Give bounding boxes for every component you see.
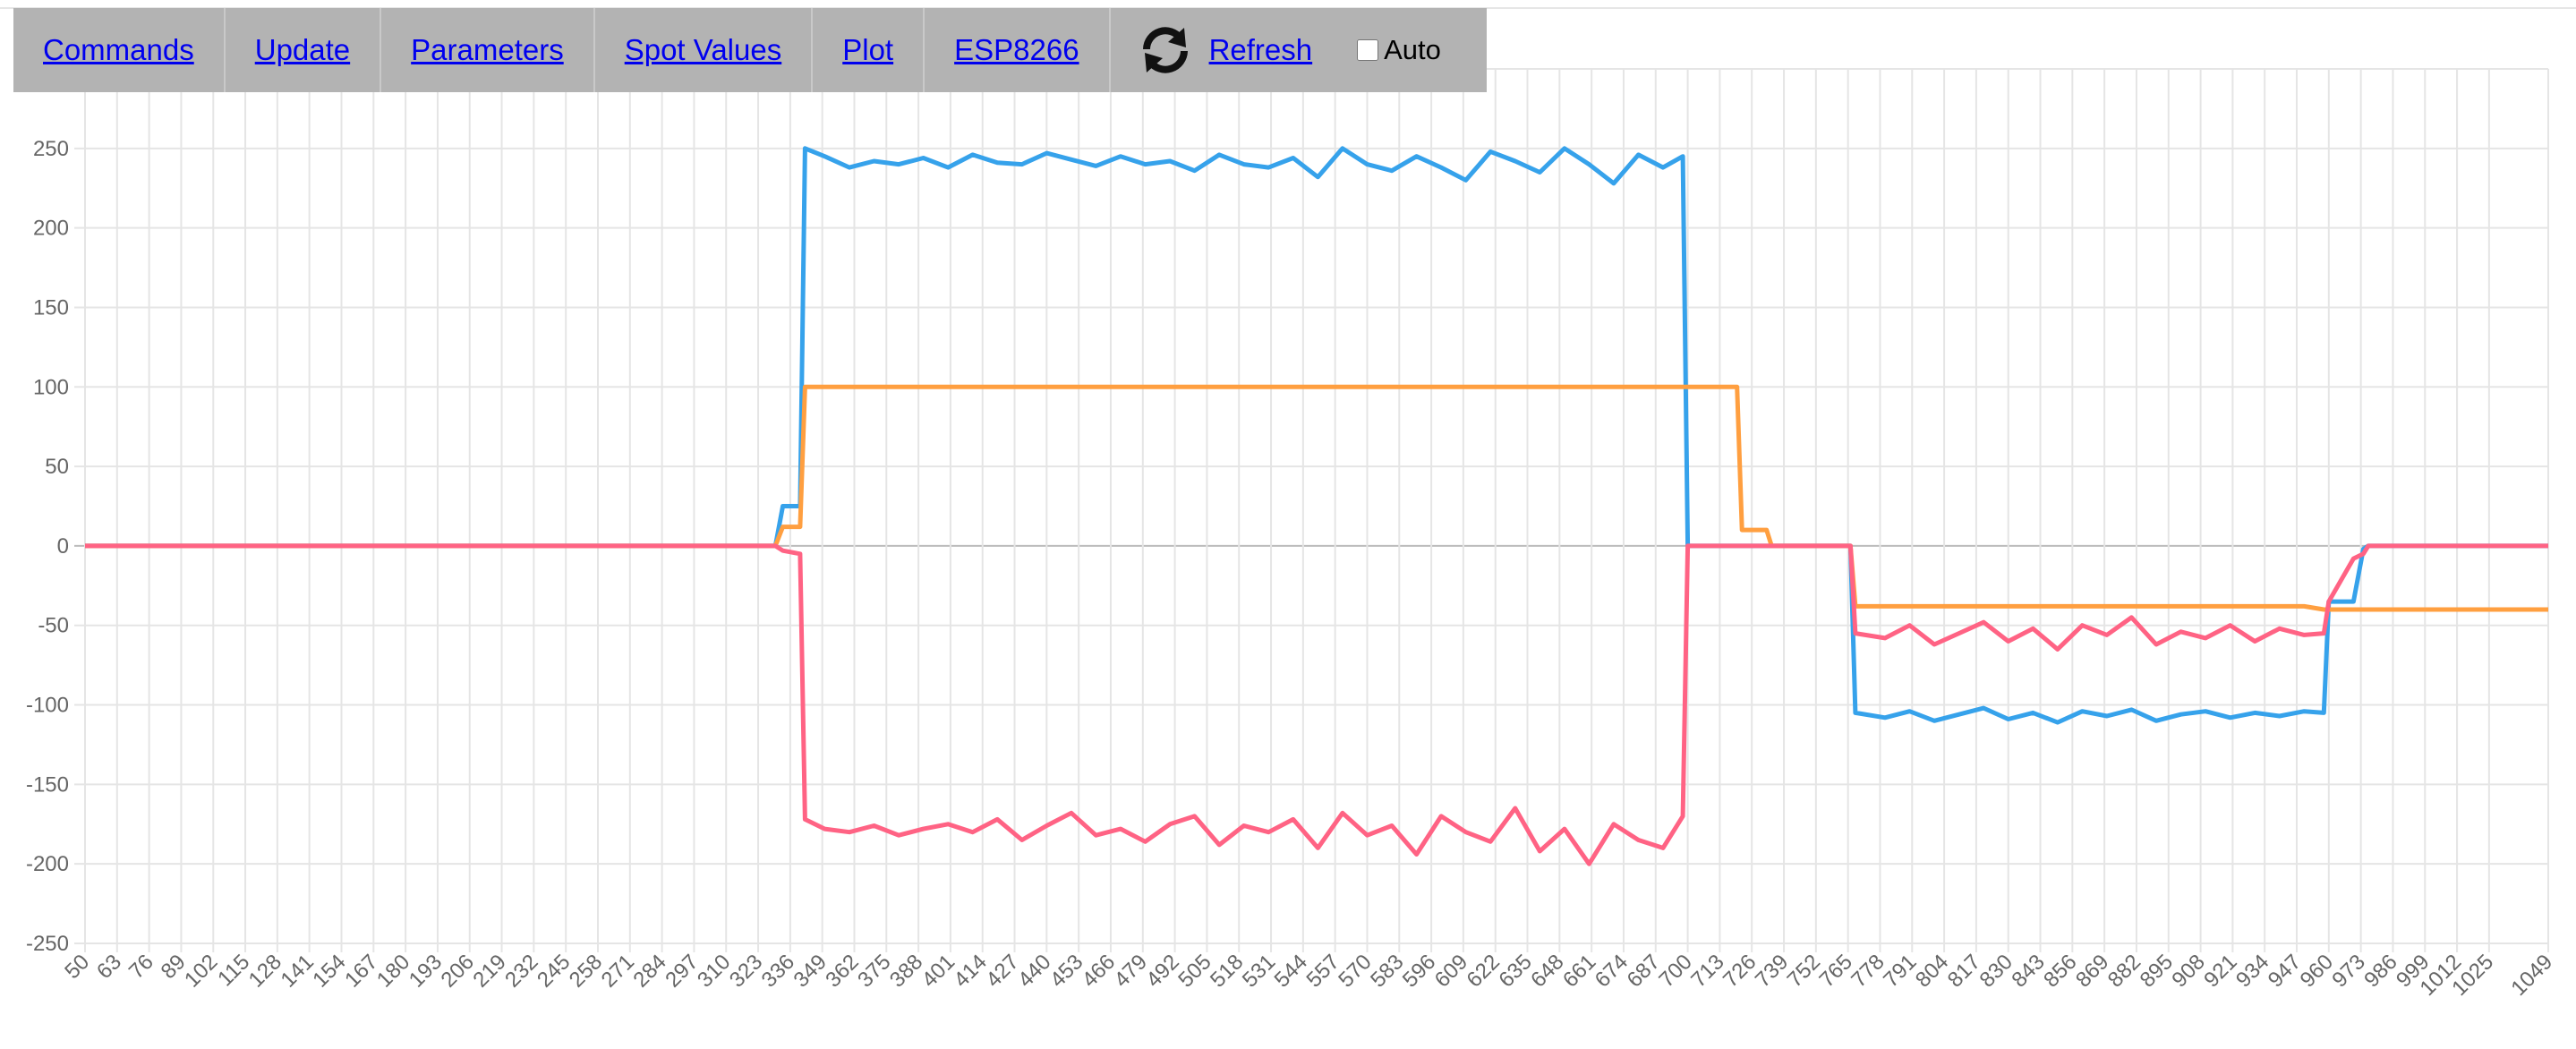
series-line	[85, 384, 2548, 612]
x-tick-label: 1049	[2506, 950, 2557, 1001]
series-line	[85, 146, 2548, 725]
x-tick-label: 76	[124, 950, 158, 984]
nav-link[interactable]: Plot	[842, 33, 894, 66]
y-tick-label: 0	[57, 534, 69, 559]
y-tick-label: -150	[26, 772, 69, 797]
nav-link[interactable]: Parameters	[411, 33, 564, 66]
series-line	[85, 543, 2548, 866]
nav-item: Spot Values	[595, 8, 814, 92]
refresh-icon[interactable]	[1138, 22, 1193, 78]
y-tick-label: -100	[26, 694, 69, 718]
nav-link[interactable]: Spot Values	[624, 33, 782, 66]
nav-bar: Commands Update Parameters Spot Values P…	[13, 8, 1487, 92]
nav-link[interactable]: ESP8266	[954, 33, 1079, 66]
nav-link[interactable]: Commands	[43, 33, 194, 66]
y-tick-label: 100	[33, 375, 69, 399]
y-tick-label: -200	[26, 852, 69, 876]
y-tick-label: 50	[45, 455, 69, 479]
nav-link[interactable]: Update	[254, 33, 351, 66]
y-tick-label: 250	[33, 137, 69, 161]
auto-label: Auto	[1384, 34, 1441, 65]
y-tick-label: 150	[33, 295, 69, 320]
nav-item: Parameters	[381, 8, 595, 92]
y-tick-label: -50	[38, 614, 69, 638]
x-tick-label: 63	[92, 950, 126, 984]
nav-item: Plot	[813, 8, 925, 92]
refresh-link[interactable]: Refresh	[1208, 33, 1313, 66]
auto-checkbox[interactable]	[1357, 39, 1379, 61]
y-tick-label: -250	[26, 932, 69, 956]
nav-item: Refresh Auto	[1111, 8, 1471, 92]
nav-item: Update	[226, 8, 382, 92]
nav-item: ESP8266	[925, 8, 1111, 92]
y-tick-label: 200	[33, 217, 69, 241]
nav-item: Commands	[13, 8, 226, 92]
